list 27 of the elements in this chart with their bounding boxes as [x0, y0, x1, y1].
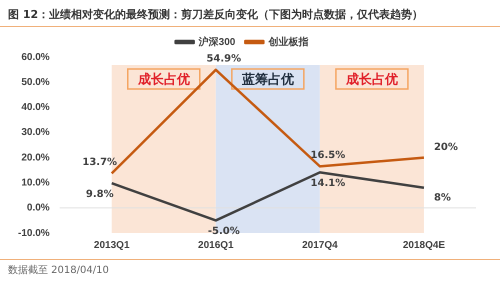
chart-title: 图 12：业绩相对变化的最终预测：剪刀差反向变化（下图为时点数据，仅代表趋势） — [0, 0, 500, 27]
text: 数据截至 2018/04/10 — [0, 259, 500, 280]
data-label: 8% — [434, 192, 451, 204]
y-tick-label: 10.0% — [21, 177, 50, 188]
data-label: 13.7% — [82, 157, 118, 168]
x-tick-label: 2016Q1 — [198, 240, 234, 251]
data-label: 54.9% — [206, 53, 242, 64]
y-tick-label: 50.0% — [21, 76, 50, 88]
x-tick-label: 2017Q4 — [302, 240, 338, 251]
y-tick-label: 0.0% — [26, 202, 50, 214]
y-tick-label: -10.0% — [18, 228, 50, 239]
data-label: -5.0% — [208, 226, 240, 238]
data-label: 16.5% — [310, 150, 346, 161]
data-label: 20% — [434, 142, 458, 154]
band-label: 成长占优 — [344, 72, 398, 88]
y-tick-label: 60.0% — [21, 52, 50, 63]
x-tick-label: 2018Q4E — [402, 240, 446, 251]
y-tick-label: 40.0% — [21, 102, 50, 114]
legend-label: 沪深300 — [198, 36, 236, 48]
data-label: 14.1% — [310, 178, 346, 189]
y-tick-label: 30.0% — [21, 127, 50, 138]
x-tick-label: 2013Q1 — [94, 240, 130, 251]
data-label: 9.8% — [86, 188, 114, 200]
band-label: 成长占优 — [136, 72, 190, 88]
y-tick-label: 20.0% — [21, 152, 50, 164]
band-label: 蓝筹占优 — [240, 71, 294, 88]
legend-label: 创业板指 — [267, 36, 308, 48]
